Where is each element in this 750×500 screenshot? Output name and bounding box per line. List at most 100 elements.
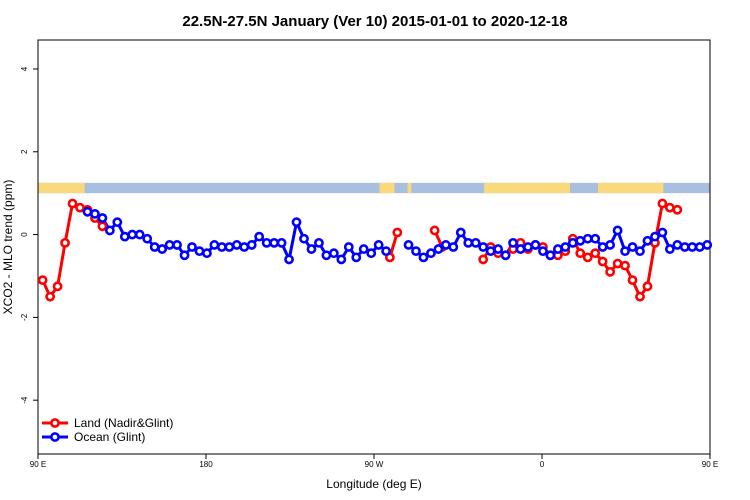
data-point — [455, 227, 466, 238]
data-point — [411, 246, 421, 257]
data-point — [440, 240, 451, 250]
data-point — [448, 242, 459, 252]
data-point — [515, 244, 526, 254]
data-point — [597, 256, 608, 267]
x-axis-label: Longitude (deg E) — [326, 477, 421, 491]
data-point — [635, 246, 645, 257]
data-point — [261, 237, 272, 248]
data-point — [343, 242, 354, 252]
data-point — [590, 233, 601, 244]
data-point — [142, 233, 153, 244]
legend: Land (Nadir&Glint)Ocean (Glint) — [42, 416, 173, 444]
land-band-segment — [38, 182, 85, 194]
data-point — [433, 244, 444, 254]
data-point — [216, 242, 227, 252]
data-point — [642, 281, 653, 292]
land-ocean-band — [38, 182, 710, 194]
data-point — [538, 246, 548, 257]
data-point — [284, 254, 294, 265]
data-point — [90, 208, 100, 219]
y-axis-label: XCO2 - MLO trend (ppm) — [1, 180, 15, 315]
data-point — [314, 237, 324, 248]
data-point — [187, 242, 197, 252]
data-point — [328, 248, 339, 259]
x-tick-label: 0 — [540, 460, 545, 469]
land-band-segment — [484, 182, 570, 194]
data-point — [127, 229, 138, 240]
data-point — [336, 254, 347, 265]
legend-marker — [50, 432, 60, 442]
data-point — [650, 231, 660, 242]
data-point — [582, 233, 593, 244]
ocean-band — [38, 182, 710, 194]
data-point — [605, 240, 616, 250]
data-point — [269, 237, 280, 248]
data-point — [567, 237, 578, 248]
data-point — [164, 240, 175, 250]
land-band-segment — [407, 182, 412, 194]
data-point — [119, 231, 130, 242]
data-point — [657, 198, 668, 209]
data-point — [276, 237, 287, 248]
data-point — [75, 202, 85, 213]
data-point — [635, 291, 645, 302]
legend-label: Ocean (Glint) — [74, 430, 145, 444]
data-point — [112, 217, 123, 228]
data-point — [429, 225, 440, 236]
data-point — [373, 240, 384, 250]
data-point — [157, 244, 168, 254]
data-point — [523, 242, 533, 252]
data-point — [306, 244, 317, 254]
data-point — [149, 242, 160, 252]
data-point — [321, 250, 332, 261]
data-point — [172, 240, 182, 250]
data-point — [392, 227, 403, 238]
land-band-segment — [598, 182, 664, 194]
data-point — [478, 254, 489, 265]
data-point — [254, 231, 265, 242]
data-point — [597, 242, 608, 252]
data-point — [134, 229, 145, 240]
data-point — [194, 246, 205, 257]
points-ocean — [82, 206, 713, 265]
data-point — [224, 242, 235, 252]
series-line-segment — [56, 242, 67, 287]
data-point — [664, 244, 675, 254]
data-point — [418, 252, 429, 263]
data-point — [104, 225, 115, 236]
data-point — [37, 275, 48, 286]
data-point — [291, 217, 302, 228]
data-point — [493, 244, 504, 254]
data-point — [687, 242, 698, 252]
data-point — [470, 237, 481, 248]
data-point — [485, 246, 496, 257]
data-point — [664, 202, 675, 213]
y-tick-label: 4 — [20, 66, 29, 71]
data-point — [627, 242, 638, 252]
series-line-segment — [63, 203, 75, 244]
x-tick-label: 90 W — [365, 460, 384, 469]
y-tick-label: -2 — [20, 313, 29, 321]
data-point — [620, 246, 630, 257]
data-point — [605, 266, 616, 277]
x-tick-label: 180 — [199, 460, 213, 469]
y-axis: -4 -2 0 2 4 — [20, 66, 38, 404]
data-point — [672, 240, 683, 250]
data-point — [82, 206, 93, 217]
data-point — [209, 240, 220, 250]
data-point — [239, 242, 250, 252]
data-point — [642, 235, 653, 246]
data-point — [627, 275, 638, 286]
legend-marker — [50, 418, 60, 428]
data-point — [358, 244, 369, 254]
x-axis: 90 E 180 90 W 0 90 E — [30, 454, 718, 469]
data-point — [560, 242, 571, 252]
data-point — [530, 240, 541, 250]
data-point — [508, 237, 518, 248]
data-point — [351, 252, 362, 263]
data-point — [702, 240, 713, 250]
data-point — [575, 248, 586, 259]
data-point — [45, 291, 56, 302]
data-point — [299, 233, 309, 244]
